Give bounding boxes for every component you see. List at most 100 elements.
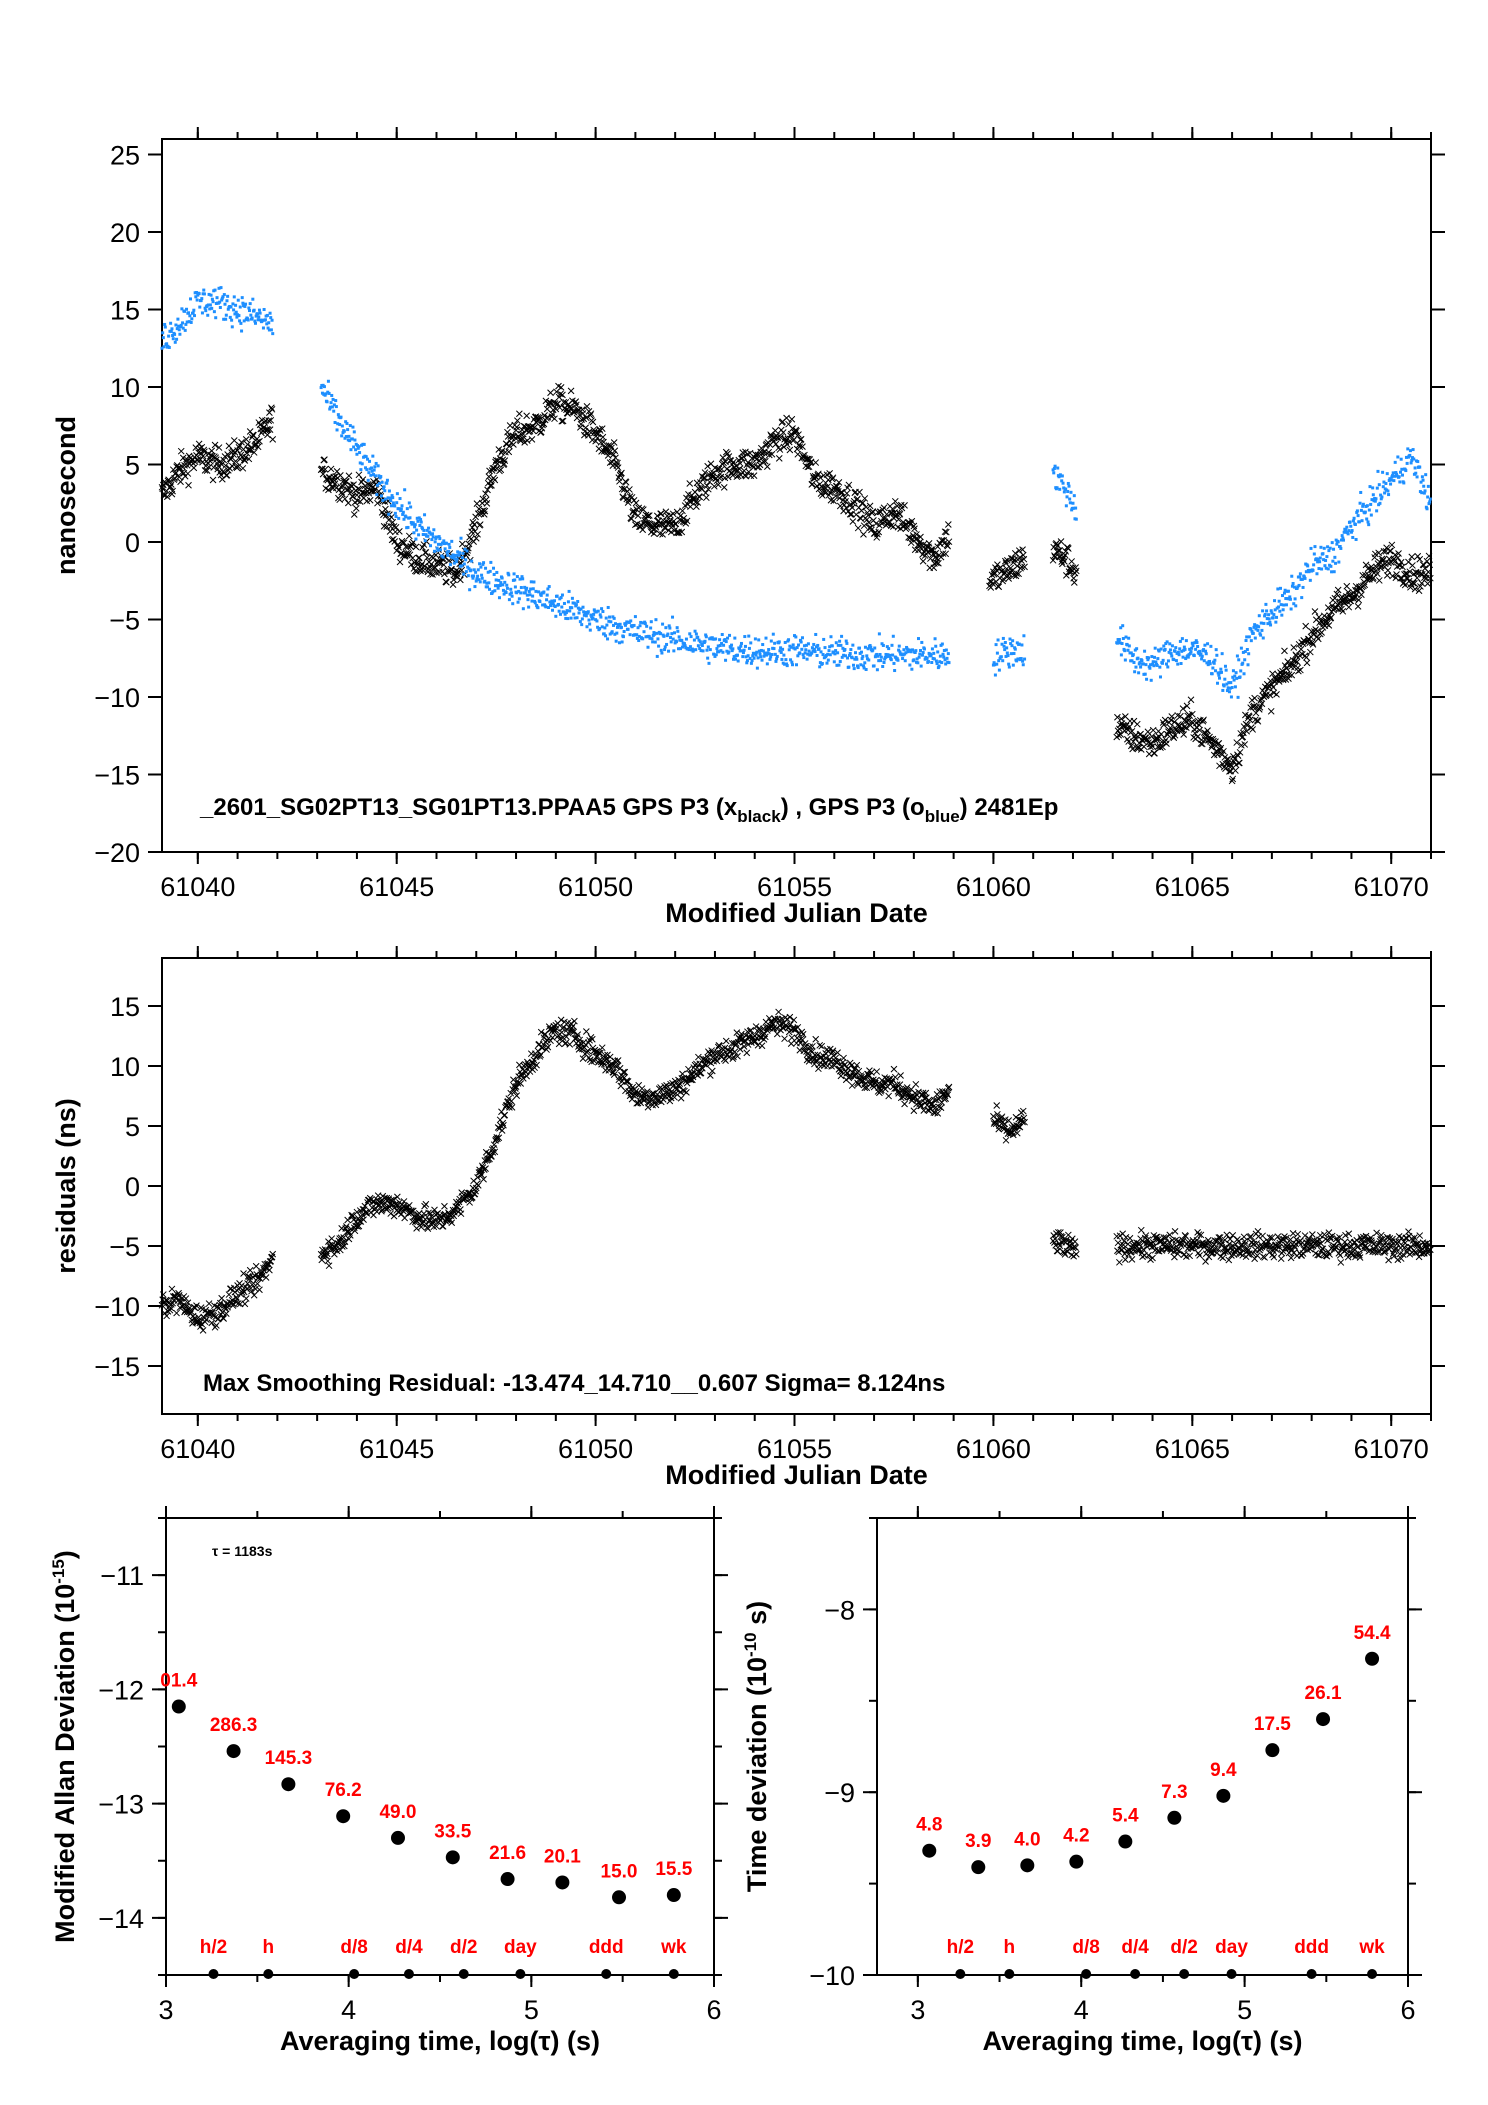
data-point-dot xyxy=(861,654,865,658)
data-point-x xyxy=(662,508,670,516)
data-point-dot xyxy=(175,327,179,331)
data-point-dot xyxy=(1153,646,1157,650)
data-point-dot xyxy=(423,539,427,543)
data-point-dot xyxy=(1265,609,1269,613)
data-point-dot xyxy=(467,567,471,571)
data-point-x xyxy=(1050,543,1058,551)
data-point-dot xyxy=(381,498,385,502)
data-point-dot xyxy=(386,496,390,500)
data-point-x xyxy=(589,418,597,426)
data-point-dot xyxy=(436,548,440,552)
data-point-x xyxy=(262,427,270,435)
data-point-dot xyxy=(1164,642,1168,646)
data-point-dot xyxy=(869,645,873,649)
data-point-x xyxy=(866,502,874,510)
data-point-dot xyxy=(656,637,660,641)
data-point-dot xyxy=(503,580,507,584)
data-point-dot xyxy=(329,401,333,405)
data-point-x xyxy=(661,525,669,532)
data-point-dot xyxy=(207,292,211,296)
data-point-x xyxy=(1297,645,1305,653)
data-point-dot xyxy=(700,643,704,647)
data-point-dot xyxy=(521,607,525,611)
data-point-dot xyxy=(1241,650,1245,654)
data-point-dot xyxy=(680,639,684,643)
data-point-x xyxy=(395,543,403,551)
data-point-x xyxy=(781,1035,788,1043)
data-point-dot xyxy=(1426,495,1430,499)
data-point-dot xyxy=(757,649,761,653)
data-point-x xyxy=(267,416,275,424)
data-point-dot xyxy=(194,295,198,299)
data-point-dot xyxy=(466,565,470,569)
data-point-x xyxy=(1177,712,1184,720)
data-point-x xyxy=(1291,657,1299,665)
data-point-dot xyxy=(1206,642,1210,646)
data-point-dot xyxy=(497,596,501,600)
data-point-x xyxy=(1254,717,1262,725)
data-point-dot xyxy=(1393,460,1397,464)
data-point-x xyxy=(817,1053,825,1061)
data-point-dot xyxy=(1204,652,1208,656)
data-point-dot xyxy=(1196,644,1200,648)
data-point-x xyxy=(523,1072,531,1080)
data-point-dot xyxy=(1228,686,1232,690)
data-point-dot xyxy=(560,593,564,597)
data-point-x xyxy=(242,454,249,461)
data-point-dot xyxy=(659,632,663,636)
data-point-x xyxy=(855,1067,863,1075)
data-point-dot xyxy=(1055,486,1059,490)
data-point-dot xyxy=(584,610,588,614)
data-point-x xyxy=(1247,1232,1255,1240)
data-point-x xyxy=(1162,1234,1170,1241)
data-point-dot xyxy=(1220,652,1224,656)
data-point-x xyxy=(761,457,769,465)
data-point-dot xyxy=(1404,469,1408,473)
data-point-x xyxy=(199,452,207,460)
data-point-x xyxy=(1057,538,1065,545)
data-point-dot xyxy=(454,553,458,557)
data-point-dot xyxy=(627,620,631,624)
data-point-x xyxy=(523,412,531,420)
data-point-dot xyxy=(246,318,250,322)
data-point-dot xyxy=(750,659,754,663)
data-point-x xyxy=(1196,1252,1203,1259)
data-point-x xyxy=(744,1028,751,1036)
data-point-dot xyxy=(629,619,633,623)
data-point-x xyxy=(729,1055,737,1063)
data-point-dot xyxy=(1148,666,1152,670)
data-point-dot xyxy=(761,649,765,653)
data-point-dot xyxy=(471,576,475,580)
data-point-dot xyxy=(1279,603,1283,607)
data-point-dot xyxy=(612,616,616,620)
data-point-dot xyxy=(655,654,659,658)
data-point-x xyxy=(1166,1231,1174,1239)
data-point-x xyxy=(181,461,188,469)
data-point-dot xyxy=(548,600,552,604)
data-point-dot xyxy=(1140,659,1144,663)
data-point-dot xyxy=(1408,449,1412,453)
data-point-dot xyxy=(1367,523,1371,527)
data-point-dot xyxy=(406,525,410,529)
data-point-dot xyxy=(747,634,751,638)
data-point-dot xyxy=(746,654,750,658)
data-point-dot xyxy=(1137,671,1141,675)
data-point-dot xyxy=(1180,649,1184,653)
data-point-x xyxy=(547,1037,554,1045)
data-point-dot xyxy=(722,643,726,647)
data-point-dot xyxy=(472,574,476,578)
data-point-x xyxy=(1236,748,1244,756)
data-point-x xyxy=(528,436,536,443)
data-point-x xyxy=(1055,547,1062,554)
data-point-x xyxy=(242,1283,249,1291)
data-point-dot xyxy=(699,649,703,653)
data-point-x xyxy=(336,496,344,504)
data-point-x xyxy=(1056,1242,1064,1250)
data-point-dot xyxy=(169,321,173,325)
data-point-x xyxy=(657,510,665,518)
data-point-dot xyxy=(716,644,720,648)
data-point-dot xyxy=(1012,651,1016,655)
data-point-x xyxy=(353,1208,361,1216)
data-point-dot xyxy=(1368,485,1372,489)
data-point-dot xyxy=(1418,465,1422,469)
